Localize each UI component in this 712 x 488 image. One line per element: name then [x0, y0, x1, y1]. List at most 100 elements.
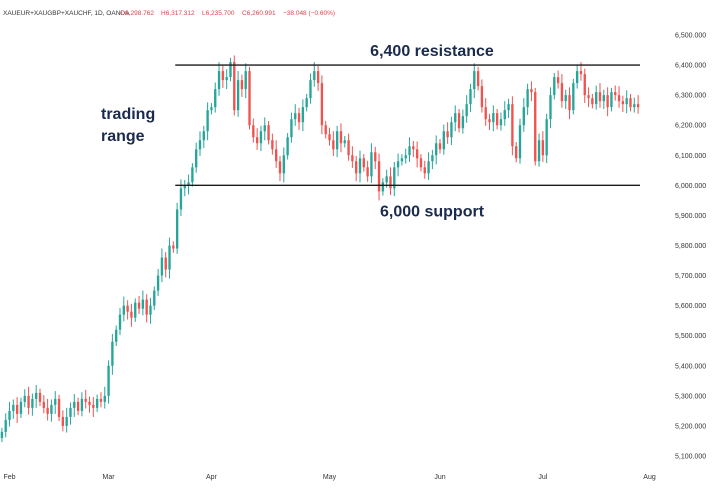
- candle-body: [126, 305, 129, 312]
- candle-body: [343, 140, 346, 144]
- candle-body: [370, 152, 373, 177]
- candle-body: [122, 305, 125, 315]
- candle-body: [73, 401, 76, 408]
- candle-body: [259, 131, 263, 144]
- ticker-low: L6,235.700: [202, 10, 235, 17]
- candle-body: [316, 71, 320, 84]
- candle-body: [427, 161, 430, 174]
- candle-body: [332, 140, 335, 150]
- candle-body: [389, 176, 392, 189]
- candle-body: [579, 71, 583, 75]
- candle-body: [454, 113, 457, 123]
- candle-body: [301, 107, 305, 123]
- candle-body: [191, 167, 194, 183]
- y-tick-label: 5,900.000: [675, 213, 706, 220]
- candle-body: [130, 311, 133, 318]
- candle-body: [469, 89, 472, 105]
- candle-body: [621, 101, 625, 105]
- candle-body: [374, 152, 377, 162]
- candle-body: [339, 131, 343, 144]
- x-tick-label: Jul: [538, 474, 547, 481]
- candle-body: [572, 83, 575, 111]
- candle-body: [84, 398, 87, 402]
- candle-body: [107, 365, 110, 396]
- x-axis: FebMarAprMayJunJulAugSep: [3, 474, 655, 481]
- candle-body: [560, 83, 564, 102]
- candle-body: [214, 89, 217, 108]
- candle-body: [564, 95, 567, 102]
- x-tick-label: Mar: [103, 474, 116, 481]
- candle-body: [286, 137, 289, 156]
- candle-body: [492, 113, 495, 123]
- candle-body: [217, 71, 221, 90]
- y-tick-label: 5,300.000: [675, 393, 706, 400]
- ticker-close: C6,260.991: [242, 10, 276, 17]
- candle-body: [515, 146, 518, 159]
- level-label: 6,000 support: [380, 203, 485, 220]
- candle-body: [187, 182, 190, 186]
- candle-body: [473, 71, 476, 90]
- candle-body: [248, 71, 251, 126]
- level-label: 6,400 resistance: [370, 43, 494, 60]
- candle-body: [347, 140, 350, 156]
- candle-body: [583, 74, 586, 96]
- candle-body: [38, 392, 42, 402]
- candle-body: [499, 119, 503, 126]
- candle-body: [221, 71, 225, 81]
- candle-body: [328, 134, 331, 141]
- y-tick-label: 5,200.000: [675, 423, 706, 430]
- candle-body: [233, 62, 236, 111]
- candle-body: [164, 257, 167, 270]
- candle-body: [408, 146, 411, 156]
- candle-body: [591, 98, 594, 105]
- candle-body: [568, 95, 571, 111]
- candle-body: [309, 80, 312, 99]
- x-tick-label: Apr: [206, 474, 218, 481]
- candle-body: [19, 401, 23, 414]
- candle-body: [160, 257, 164, 276]
- candle-body: [377, 161, 381, 192]
- candle-body: [511, 104, 514, 147]
- candle-body: [495, 113, 499, 126]
- candle-body: [541, 140, 545, 156]
- candle-body: [275, 149, 278, 162]
- candle-body: [172, 245, 175, 249]
- candle-body: [8, 410, 11, 420]
- candle-body: [0, 431, 4, 438]
- y-tick-label: 5,600.000: [675, 303, 706, 310]
- candle-body: [488, 119, 491, 123]
- candle-body: [442, 131, 445, 150]
- candle-body: [137, 302, 141, 309]
- candle-body: [320, 83, 324, 126]
- candle-body: [415, 149, 419, 159]
- candle-body: [195, 149, 198, 168]
- y-axis: 6,500.000 6,400.000 6,300.000 6,200.000 6,10…: [675, 33, 706, 461]
- candle-body: [423, 167, 426, 174]
- candle-body: [587, 95, 590, 99]
- candle-body: [503, 110, 506, 120]
- candle-body: [629, 98, 632, 108]
- candle-body: [88, 401, 91, 405]
- candle-body: [393, 167, 396, 189]
- candle-body: [610, 92, 613, 108]
- candle-body: [526, 89, 529, 108]
- candle-body: [530, 89, 533, 93]
- y-tick-label: 5,500.000: [675, 333, 706, 340]
- candlestick-series: [0, 55, 640, 443]
- annotation-range: range: [101, 128, 145, 145]
- candle-body: [278, 161, 282, 174]
- y-tick-label: 5,700.000: [675, 273, 706, 280]
- candle-body: [385, 176, 388, 183]
- candle-body: [80, 398, 84, 411]
- candle-body: [625, 98, 628, 105]
- candle-body: [4, 419, 7, 432]
- candle-body: [145, 299, 148, 315]
- candle-body: [202, 131, 205, 141]
- candle-body: [313, 71, 316, 81]
- candle-body: [210, 107, 213, 111]
- candle-body: [335, 131, 339, 150]
- candle-body: [366, 167, 369, 177]
- y-tick-label: 5,100.000: [675, 454, 706, 461]
- candle-body: [115, 329, 118, 342]
